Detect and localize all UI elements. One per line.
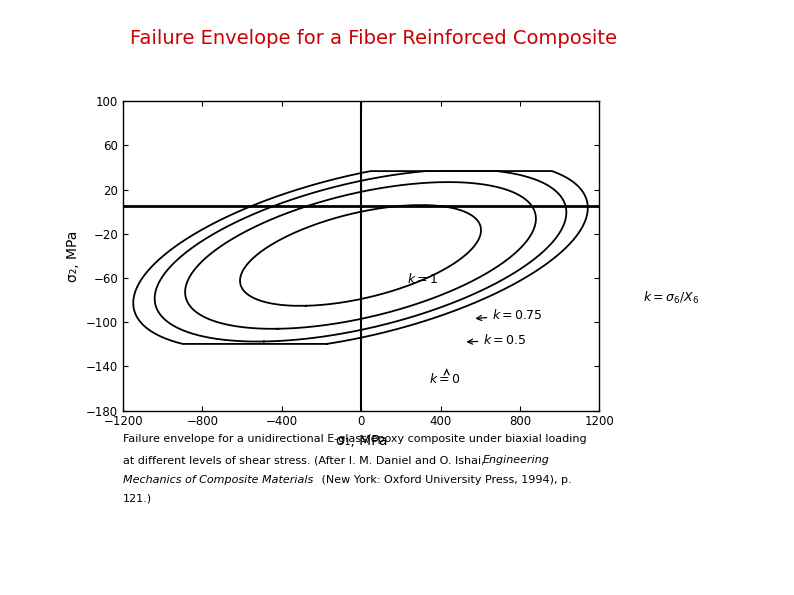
Text: Mechanics of Composite Materials: Mechanics of Composite Materials xyxy=(123,475,314,485)
Text: 121.): 121.) xyxy=(123,494,152,504)
Text: $k = 1$: $k = 1$ xyxy=(407,273,438,286)
Text: $k = 0.5$: $k = 0.5$ xyxy=(468,333,526,347)
Text: (New York: Oxford University Press, 1994), p.: (New York: Oxford University Press, 1994… xyxy=(318,475,571,485)
Text: Failure Envelope for a Fiber Reinforced Composite: Failure Envelope for a Fiber Reinforced … xyxy=(129,29,617,48)
Text: at different levels of shear stress. (After I. M. Daniel and O. Ishai,: at different levels of shear stress. (Af… xyxy=(123,455,488,465)
X-axis label: σ₁, MPa: σ₁, MPa xyxy=(336,434,387,448)
Text: $k = 0$: $k = 0$ xyxy=(429,369,461,386)
Text: Engineering: Engineering xyxy=(483,455,549,465)
Text: $k = \sigma_6/X_6$: $k = \sigma_6/X_6$ xyxy=(643,289,699,306)
Text: Failure envelope for a unidirectional E-glass/epoxy composite under biaxial load: Failure envelope for a unidirectional E-… xyxy=(123,434,587,444)
Y-axis label: σ₂, MPa: σ₂, MPa xyxy=(67,230,80,281)
Text: $k = 0.75$: $k = 0.75$ xyxy=(476,308,542,322)
